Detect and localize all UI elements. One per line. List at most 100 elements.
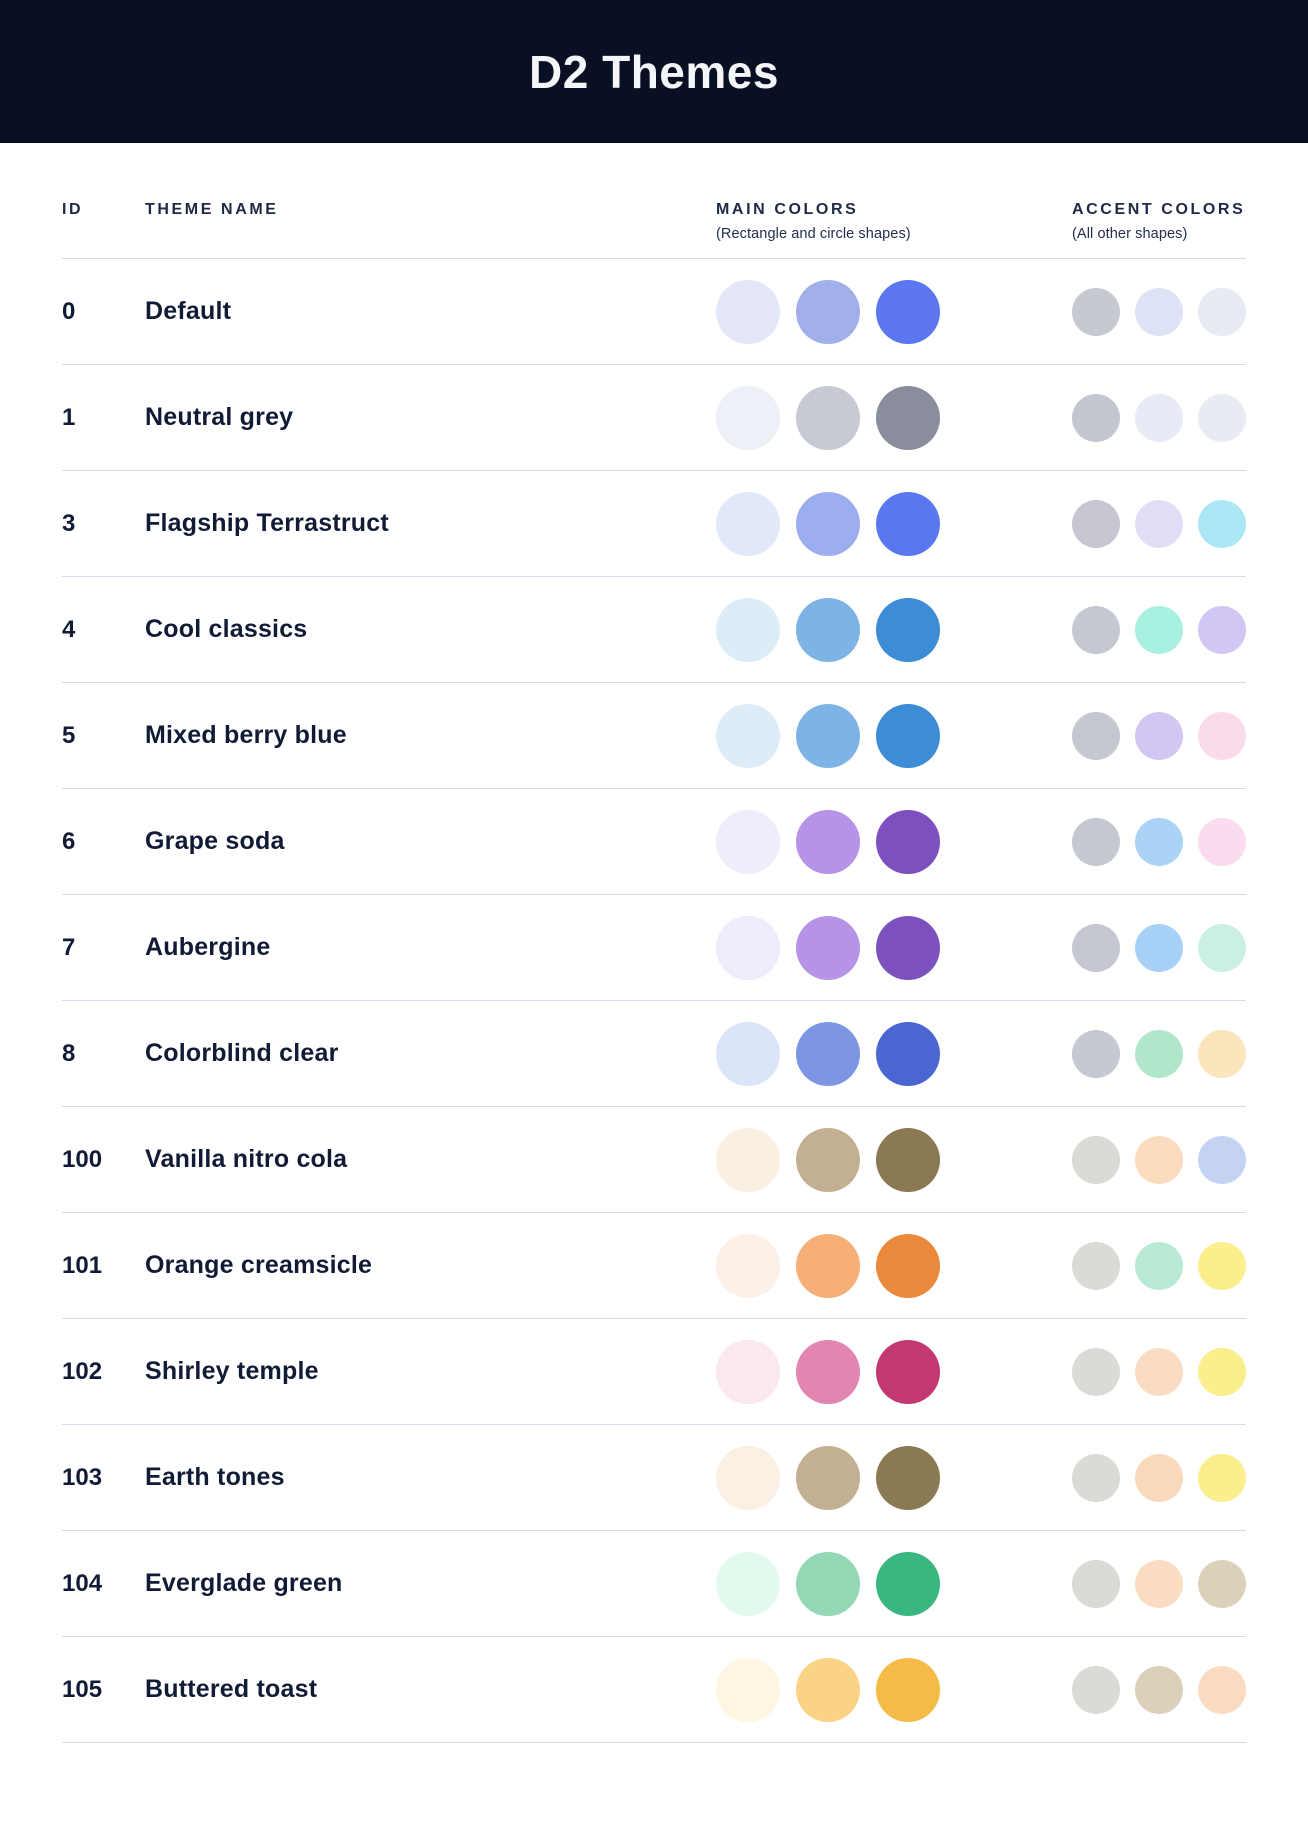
theme-name: Mixed berry blue [145, 721, 347, 749]
theme-name: Cool classics [145, 615, 308, 643]
table-row: 1 Neutral grey [62, 365, 1246, 471]
main-color-swatch [796, 1551, 860, 1616]
accent-color-swatch [1072, 1241, 1120, 1290]
accent-color-swatches [1072, 499, 1246, 548]
table-row: 103 Earth tones [62, 1425, 1246, 1531]
accent-color-swatches [1072, 1135, 1246, 1184]
table-row: 102 Shirley temple [62, 1319, 1246, 1425]
table-body: 0 Default 1 Neutral grey 3 Flagship Terr… [62, 259, 1246, 1743]
theme-id: 4 [62, 615, 76, 643]
theme-name: Buttered toast [145, 1675, 318, 1703]
accent-color-swatch [1198, 817, 1246, 866]
accent-color-swatches [1072, 1559, 1246, 1608]
accent-color-swatches [1072, 817, 1246, 866]
main-color-swatches [716, 491, 940, 556]
main-color-swatch [716, 703, 780, 768]
accent-color-swatch [1135, 1241, 1183, 1290]
main-color-swatch [796, 703, 860, 768]
main-color-swatch [876, 915, 940, 980]
accent-color-swatch [1198, 1665, 1246, 1714]
main-color-swatch [876, 1551, 940, 1616]
table-row: 7 Aubergine [62, 895, 1246, 1001]
theme-id: 0 [62, 297, 76, 325]
theme-id: 102 [62, 1357, 103, 1385]
table-row: 8 Colorblind clear [62, 1001, 1246, 1107]
main-color-swatches [716, 1233, 940, 1298]
accent-color-swatch [1072, 393, 1120, 442]
main-color-swatches [716, 279, 940, 344]
title-banner: D2 Themes [0, 0, 1308, 143]
main-color-swatch [796, 915, 860, 980]
main-color-swatch [716, 915, 780, 980]
main-color-swatch [796, 809, 860, 874]
accent-color-swatch [1198, 1135, 1246, 1184]
main-color-swatch [796, 1657, 860, 1722]
accent-color-swatch [1135, 393, 1183, 442]
accent-color-swatch [1135, 1665, 1183, 1714]
main-color-swatch [876, 385, 940, 450]
main-color-swatch [796, 491, 860, 556]
accent-color-swatch [1198, 1453, 1246, 1502]
col-subheader-main-colors: (Rectangle and circle shapes) [716, 226, 911, 242]
theme-name: Neutral grey [145, 403, 294, 431]
accent-color-swatches [1072, 605, 1246, 654]
accent-color-swatches [1072, 393, 1246, 442]
main-color-swatch [716, 809, 780, 874]
col-header-id: ID [62, 201, 84, 218]
accent-color-swatch [1072, 923, 1120, 972]
table-row: 100 Vanilla nitro cola [62, 1107, 1246, 1213]
page-title: D2 Themes [529, 45, 779, 98]
theme-id: 105 [62, 1675, 103, 1703]
main-color-swatch [796, 1021, 860, 1086]
main-color-swatch [716, 1339, 780, 1404]
main-color-swatches [716, 915, 940, 980]
accent-color-swatch [1135, 605, 1183, 654]
accent-color-swatch [1135, 1135, 1183, 1184]
main-color-swatches [716, 703, 940, 768]
accent-color-swatch [1198, 287, 1246, 336]
accent-color-swatch [1135, 1347, 1183, 1396]
accent-color-swatch [1072, 499, 1120, 548]
col-header-theme-name: THEME NAME [145, 201, 279, 218]
main-color-swatch [716, 1551, 780, 1616]
accent-color-swatch [1135, 923, 1183, 972]
accent-color-swatches [1072, 711, 1246, 760]
theme-name: Grape soda [145, 827, 285, 855]
main-color-swatch [876, 1021, 940, 1086]
accent-color-swatch [1135, 287, 1183, 336]
main-color-swatch [716, 1127, 780, 1192]
main-color-swatches [716, 597, 940, 662]
theme-name: Aubergine [145, 933, 271, 961]
main-color-swatches [716, 1339, 940, 1404]
main-color-swatch [796, 1127, 860, 1192]
accent-color-swatch [1072, 605, 1120, 654]
main-color-swatches [716, 1657, 940, 1722]
accent-color-swatch [1135, 1029, 1183, 1078]
accent-color-swatch [1198, 1559, 1246, 1608]
accent-color-swatches [1072, 287, 1246, 336]
main-color-swatches [716, 1551, 940, 1616]
main-color-swatch [876, 491, 940, 556]
accent-color-swatch [1198, 393, 1246, 442]
main-color-swatch [796, 1445, 860, 1510]
theme-id: 101 [62, 1251, 103, 1279]
main-color-swatch [876, 1233, 940, 1298]
accent-color-swatch [1072, 1029, 1120, 1078]
theme-id: 104 [62, 1569, 103, 1597]
main-color-swatches [716, 809, 940, 874]
theme-name: Orange creamsicle [145, 1251, 373, 1279]
main-color-swatches [716, 1021, 940, 1086]
table-row: 0 Default [62, 259, 1246, 365]
table-row: 104 Everglade green [62, 1531, 1246, 1637]
main-color-swatch [796, 385, 860, 450]
accent-color-swatch [1072, 1135, 1120, 1184]
accent-color-swatch [1198, 499, 1246, 548]
table-row: 105 Buttered toast [62, 1637, 1246, 1743]
table-row: 101 Orange creamsicle [62, 1213, 1246, 1319]
table-row: 6 Grape soda [62, 789, 1246, 895]
table-row: 5 Mixed berry blue [62, 683, 1246, 789]
table-row: 3 Flagship Terrastruct [62, 471, 1246, 577]
main-color-swatch [716, 279, 780, 344]
theme-id: 3 [62, 509, 76, 537]
main-color-swatch [876, 1445, 940, 1510]
